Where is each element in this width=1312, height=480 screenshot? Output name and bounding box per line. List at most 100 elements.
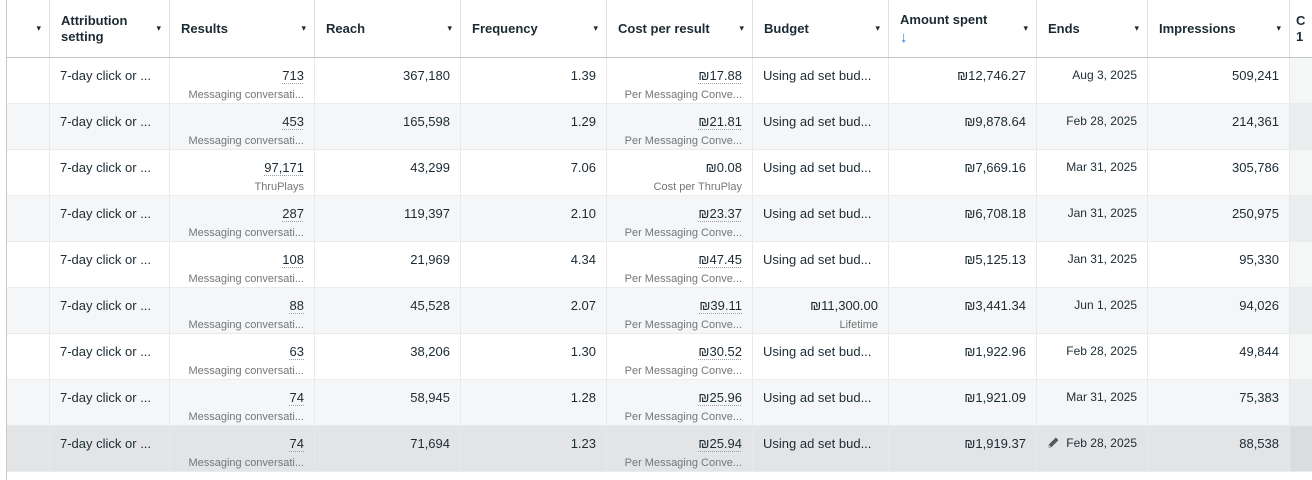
row-checkbox-cell[interactable] (7, 104, 50, 149)
column-menu-caret-icon[interactable]: ▾ (593, 23, 598, 33)
table-row[interactable]: 7-day click or ... 453 Messaging conversat… (7, 104, 1312, 150)
results-value: 74 (180, 389, 304, 406)
cell-attribution: 7-day click or ... (50, 242, 170, 287)
results-sublabel: Messaging conversati... (188, 273, 304, 285)
table-row[interactable]: 7-day click or ... 63 Messaging conversati… (7, 334, 1312, 380)
cost_per_result-value-text: ₪17.88 (698, 68, 742, 83)
cell-amount_spent: ₪7,669.16 (889, 150, 1037, 195)
impressions-value: 509,241 (1232, 68, 1279, 83)
cell-reach: 119,397 (315, 196, 461, 241)
results-value: 74 (180, 435, 304, 452)
budget-value: Using ad set bud... (763, 252, 872, 267)
column-header-frequency[interactable]: Frequency ▾ (461, 0, 607, 57)
impressions-value: 94,026 (1239, 298, 1279, 313)
cell-frequency: 1.30 (461, 334, 607, 379)
column-header-label-line: 1 (1296, 28, 1304, 44)
budget-value: Using ad set bud... (763, 68, 872, 83)
cost_per_result-value-text: ₪25.94 (698, 436, 742, 451)
cell-frequency: 4.34 (461, 242, 607, 287)
column-menu-caret-icon[interactable]: ▾ (1276, 23, 1281, 33)
cost_per_result-value: ₪25.96 (617, 389, 742, 406)
cell-impressions: 49,844 (1148, 334, 1290, 379)
cost_per_result-value: ₪30.52 (617, 343, 742, 360)
attribution-setting-value: 7-day click or ... (60, 344, 152, 359)
column-menu-caret-icon[interactable]: ▾ (875, 23, 880, 33)
column-header-ends[interactable]: Ends ▾ (1037, 0, 1148, 57)
frequency-value: 2.10 (570, 206, 596, 221)
end-date-value: Jan 31, 2025 (1067, 252, 1137, 266)
cell-budget: Using ad set bud... (753, 104, 889, 149)
row-checkbox-cell[interactable] (7, 196, 50, 241)
row-checkbox-cell[interactable] (7, 426, 50, 471)
cost_per_result-value-text: ₪25.96 (698, 390, 742, 405)
cell-budget: Using ad set bud... (753, 242, 889, 287)
reach-value: 165,598 (403, 114, 450, 129)
frequency-value: 7.06 (570, 160, 596, 175)
cost_per_result-sublabel: Per Messaging Conve... (624, 365, 742, 377)
results-value-text: 74 (289, 390, 304, 405)
row-checkbox-cell[interactable] (7, 58, 50, 103)
column-header-label: Impressions (1159, 20, 1236, 36)
cell-attribution: 7-day click or ... (50, 196, 170, 241)
results-value-text: 63 (289, 344, 304, 359)
cell-impressions: 250,975 (1148, 196, 1290, 241)
column-header-cost_per_result[interactable]: Cost per result ▾ (607, 0, 753, 57)
table-row[interactable]: 7-day click or ... 97,171 ThruPlays 43,299 7… (7, 150, 1312, 196)
column-header-label: Reach (326, 20, 366, 36)
row-checkbox-cell[interactable] (7, 380, 50, 425)
cell-cost_per_result: ₪30.52 Per Messaging Conve... (607, 334, 753, 379)
row-checkbox-cell[interactable] (7, 242, 50, 287)
cell-impressions: 75,383 (1148, 380, 1290, 425)
table-row[interactable]: 7-day click or ... 88 Messaging conversati… (7, 288, 1312, 334)
table-row[interactable]: 7-day click or ... 287 Messaging conversat… (7, 196, 1312, 242)
column-header-select[interactable]: ▾ (7, 0, 50, 57)
cell-impressions: 88,538 (1148, 426, 1290, 471)
column-menu-caret-icon[interactable]: ▾ (156, 23, 161, 33)
table-row[interactable]: 7-day click or ... 713 Messaging conversat… (7, 58, 1312, 104)
table-row[interactable]: 7-day click or ... 74 Messaging conversati… (7, 426, 1312, 472)
amount_spent-value: ₪6,708.18 (964, 206, 1026, 221)
column-header-reach[interactable]: Reach ▾ (315, 0, 461, 57)
row-checkbox-cell[interactable] (7, 334, 50, 379)
column-header-impressions[interactable]: Impressions ▾ (1148, 0, 1290, 57)
column-menu-caret-icon[interactable]: ▾ (447, 23, 452, 33)
cell-attribution: 7-day click or ... (50, 334, 170, 379)
column-menu-caret-icon[interactable]: ▾ (301, 23, 306, 33)
reach-value: 21,969 (410, 252, 450, 267)
results-value-text: 88 (289, 298, 304, 313)
cell-overflow (1290, 58, 1312, 103)
end-date-value: Mar 31, 2025 (1066, 390, 1137, 404)
cell-overflow (1290, 288, 1312, 333)
table-row[interactable]: 7-day click or ... 108 Messaging conversat… (7, 242, 1312, 288)
amount_spent-value: ₪1,922.96 (964, 344, 1026, 359)
results-value: 63 (180, 343, 304, 360)
row-checkbox-cell[interactable] (7, 288, 50, 333)
column-header-attribution[interactable]: Attribution setting ▾ (50, 0, 170, 57)
table-row[interactable]: 7-day click or ... 74 Messaging conversati… (7, 380, 1312, 426)
column-header-results[interactable]: Results ▾ (170, 0, 315, 57)
impressions-value: 214,361 (1232, 114, 1279, 129)
results-value-text: 108 (282, 252, 304, 267)
edit-pencil-icon[interactable] (1047, 436, 1060, 449)
column-header-amount_spent[interactable]: Amount spent ↓ ▾ (889, 0, 1037, 57)
cell-amount_spent: ₪1,919.37 (889, 426, 1037, 471)
cell-cost_per_result: ₪21.81 Per Messaging Conve... (607, 104, 753, 149)
cell-overflow (1290, 150, 1312, 195)
cell-budget: Using ad set bud... (753, 150, 889, 195)
end-date-value: Jan 31, 2025 (1067, 206, 1137, 220)
cell-amount_spent: ₪6,708.18 (889, 196, 1037, 241)
column-menu-caret-icon[interactable]: ▾ (739, 23, 744, 33)
row-checkbox-cell[interactable] (7, 150, 50, 195)
cell-reach: 71,694 (315, 426, 461, 471)
column-menu-caret-icon[interactable]: ▾ (1134, 23, 1139, 33)
cell-cost_per_result: ₪23.37 Per Messaging Conve... (607, 196, 753, 241)
select-all-caret-icon[interactable]: ▾ (36, 23, 41, 33)
results-sublabel: ThruPlays (254, 181, 304, 193)
column-menu-caret-icon[interactable]: ▾ (1023, 23, 1028, 33)
cell-reach: 43,299 (315, 150, 461, 195)
column-header-budget[interactable]: Budget ▾ (753, 0, 889, 57)
cell-amount_spent: ₪3,441.34 (889, 288, 1037, 333)
